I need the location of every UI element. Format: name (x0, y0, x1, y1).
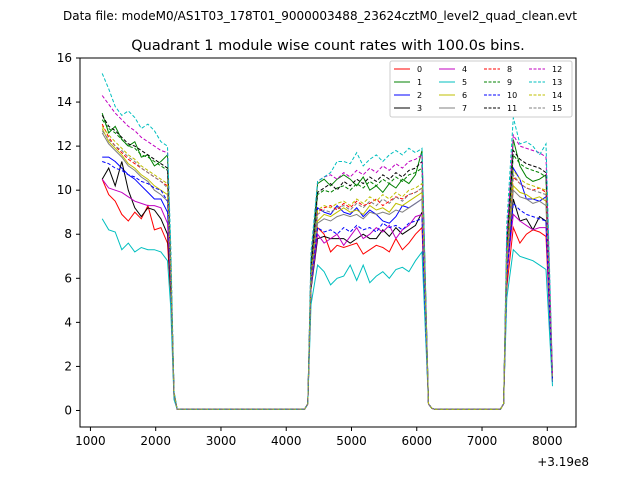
series-line-14 (101, 126, 553, 410)
legend-label-14: 14 (552, 91, 562, 100)
y-tick-label: 2 (64, 359, 72, 373)
legend-label-2: 2 (417, 91, 422, 100)
y-tick-label: 6 (64, 271, 72, 285)
legend-label-11: 11 (507, 104, 517, 113)
y-tick-label: 0 (64, 403, 72, 417)
legend-label-10: 10 (507, 91, 517, 100)
chart-title: Quadrant 1 module wise count rates with … (131, 38, 525, 54)
legend-label-4: 4 (462, 65, 467, 74)
legend-label-13: 13 (552, 78, 562, 87)
x-tick-label: 8000 (532, 434, 563, 448)
series-layer (101, 73, 553, 410)
y-tick-label: 8 (64, 227, 72, 241)
x-tick-label: 4000 (271, 434, 302, 448)
legend-label-7: 7 (462, 104, 467, 113)
x-tick-label: 3000 (206, 434, 237, 448)
plot-area (80, 58, 576, 427)
x-tick-label: 6000 (401, 434, 432, 448)
y-tick-label: 12 (57, 139, 72, 153)
legend-label-5: 5 (462, 78, 467, 87)
legend-box (389, 60, 573, 118)
legend-label-8: 8 (507, 65, 512, 74)
legend-label-6: 6 (462, 91, 467, 100)
y-axis: 0 2 4 6 8 10 12 14 16 (57, 51, 80, 417)
plot-frame (79, 57, 577, 428)
legend-label-9: 9 (507, 78, 512, 87)
series-line-15 (101, 130, 553, 410)
legend-label-1: 1 (417, 78, 422, 87)
series-line-12 (101, 95, 553, 410)
x-offset-label: +3.19e8 (537, 455, 589, 469)
chart-suptitle: Data file: modeM0/AS1T03_178T01_90000034… (63, 9, 577, 23)
y-tick-label: 16 (57, 51, 72, 65)
legend-label-0: 0 (417, 65, 422, 74)
x-tick-label: 5000 (336, 434, 367, 448)
legend-label-3: 3 (417, 104, 422, 113)
x-axis: 1000 2000 3000 4000 5000 6000 7000 8000 (75, 427, 563, 448)
x-tick-label: 2000 (140, 434, 171, 448)
y-tick-label: 4 (64, 315, 72, 329)
x-tick-label: 1000 (75, 434, 106, 448)
y-tick-label: 14 (57, 95, 72, 109)
y-tick-label: 10 (57, 183, 72, 197)
legend-label-12: 12 (552, 65, 562, 74)
x-tick-label: 7000 (467, 434, 498, 448)
legend-label-15: 15 (552, 104, 562, 113)
